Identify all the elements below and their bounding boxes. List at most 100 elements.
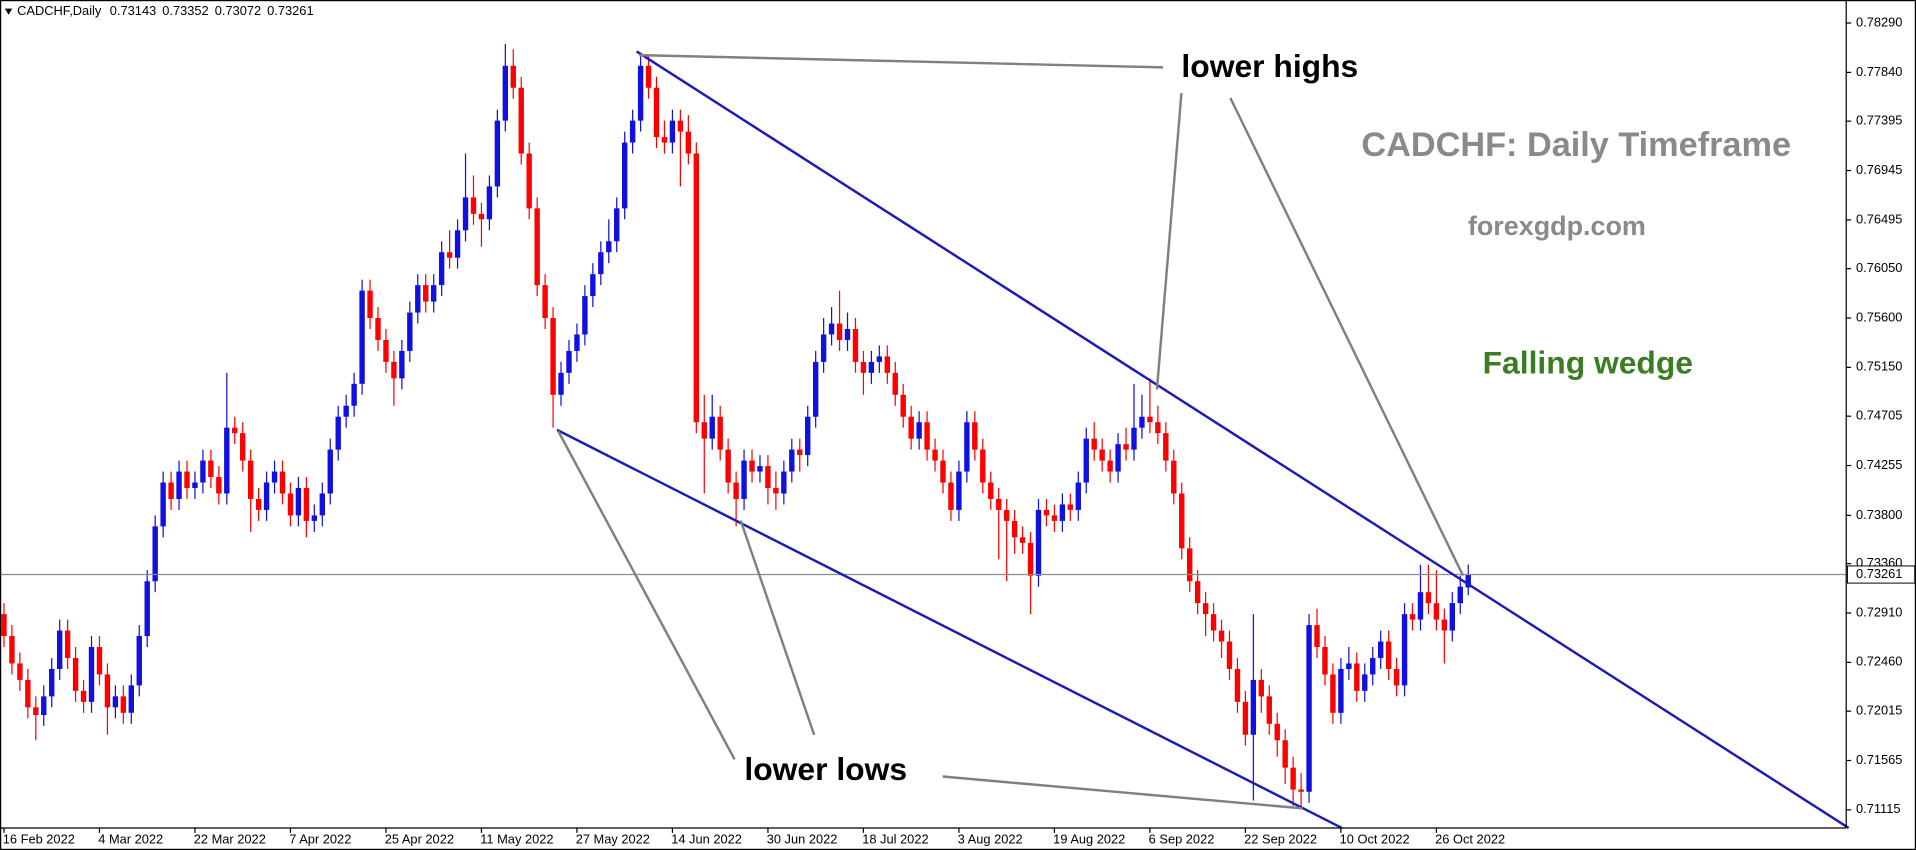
candle-body — [1187, 548, 1193, 582]
candle-body — [25, 679, 31, 708]
candle-body — [1242, 701, 1249, 735]
candle-body — [192, 482, 198, 488]
annotation-lines — [556, 50, 1850, 830]
candle-body — [940, 460, 946, 483]
candle-body — [438, 252, 445, 286]
ohlc-high: 0.73352 — [162, 4, 208, 19]
candle-body — [200, 460, 206, 483]
candle-body — [661, 137, 668, 143]
y-tick-label: 0.72015 — [1856, 703, 1902, 718]
candle-body — [789, 449, 795, 472]
candle-body — [725, 449, 731, 483]
candle-body — [1067, 504, 1074, 510]
candles — [0, 43, 1847, 810]
candle-body — [1338, 668, 1344, 713]
candle-body — [1354, 663, 1360, 691]
candle-body — [781, 471, 787, 494]
candle-body — [916, 422, 922, 439]
candle-body — [415, 285, 421, 313]
candle-body — [852, 328, 859, 362]
menu-triangle — [4, 8, 13, 15]
candle-body — [1083, 438, 1089, 483]
candle-body — [812, 361, 819, 417]
candle-body — [1171, 460, 1177, 494]
x-tick-label: 22 Sep 2022 — [1244, 832, 1317, 847]
candle-body — [645, 65, 652, 88]
candle-body — [542, 285, 548, 319]
candle-body — [1282, 740, 1288, 768]
candle-body — [1226, 641, 1233, 669]
candle-body — [566, 350, 572, 373]
candle-body — [1123, 444, 1129, 450]
candle-body — [709, 416, 715, 439]
candle-body — [208, 460, 214, 478]
ohlc-close: 0.73261 — [267, 4, 313, 19]
candle-body — [956, 471, 962, 510]
candle-body — [924, 422, 930, 450]
candle-body — [311, 515, 318, 521]
candle-body — [1163, 433, 1169, 461]
candle-body — [64, 630, 71, 658]
candle-body — [399, 350, 405, 379]
candle-body — [972, 422, 978, 450]
candle-body — [876, 356, 883, 362]
candle-body — [757, 466, 763, 472]
candle-body — [653, 87, 660, 138]
x-tick-label: 25 Apr 2022 — [385, 832, 454, 847]
candle-body — [446, 252, 453, 258]
candle-body — [765, 466, 771, 488]
x-tick-label: 14 Jun 2022 — [671, 832, 742, 847]
candle-body — [518, 87, 524, 154]
candle-body — [1091, 438, 1097, 450]
candle-body — [120, 696, 127, 713]
candle-body — [478, 213, 485, 220]
candle-body — [1099, 449, 1105, 461]
candle-body — [1362, 674, 1368, 691]
candle-body — [1218, 630, 1225, 642]
candle-body — [1155, 422, 1161, 434]
candle-body — [1147, 416, 1153, 423]
candle-body — [629, 120, 636, 143]
candle-body — [1027, 542, 1034, 576]
candle-body — [176, 471, 182, 499]
candle-body — [614, 208, 620, 242]
candle-body — [431, 285, 437, 302]
candle-body — [494, 120, 501, 187]
candle-body — [144, 581, 150, 637]
y-tick-label: 0.71565 — [1856, 752, 1902, 767]
candle-body — [33, 707, 39, 716]
candle-body — [502, 65, 509, 121]
y-tick-label: 0.77395 — [1856, 113, 1902, 128]
candle-body — [454, 230, 461, 258]
candle-body — [1194, 581, 1201, 604]
candle-body — [335, 416, 341, 450]
candle-body — [152, 526, 158, 582]
candle-body — [1393, 668, 1400, 686]
candle-body — [224, 427, 230, 494]
candle-body — [900, 394, 906, 417]
candle-body — [49, 668, 55, 697]
candle-body — [1465, 574, 1471, 588]
candle-body — [367, 290, 373, 319]
candle-body — [892, 372, 898, 395]
ohlc-low: 0.73072 — [215, 4, 261, 19]
candle-body — [932, 449, 938, 461]
candle-body — [1385, 641, 1392, 669]
candle-body — [693, 153, 700, 423]
x-tick-label: 6 Sep 2022 — [1149, 832, 1215, 847]
candle-body — [184, 471, 190, 488]
candle-body — [621, 142, 628, 209]
candle-body — [677, 120, 684, 132]
candle-body — [1425, 592, 1432, 604]
candle-body — [1306, 625, 1312, 792]
pointer-line — [1155, 92, 1183, 390]
candle-body — [168, 482, 174, 499]
y-tick-label: 0.72460 — [1856, 654, 1902, 669]
candle-body — [1131, 427, 1137, 450]
candle-body — [72, 657, 79, 691]
candle-body — [1346, 663, 1352, 669]
candle-body — [1115, 444, 1121, 472]
candle-body — [295, 487, 302, 516]
candle-body — [637, 65, 644, 121]
